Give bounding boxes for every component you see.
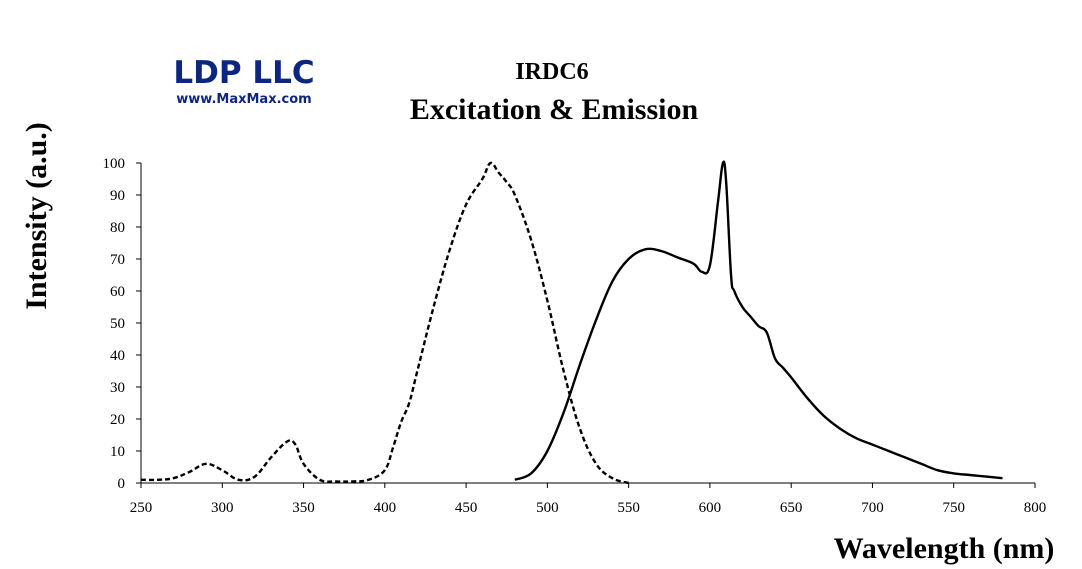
x-tick-label: 300 xyxy=(211,500,234,516)
y-tick-label: 90 xyxy=(110,188,125,204)
y-tick-label: 100 xyxy=(103,156,126,172)
series-line-dashed xyxy=(140,161,629,485)
logo: LDP LLC www.MaxMax.com xyxy=(173,55,314,107)
y-tick-label: 70 xyxy=(110,252,125,268)
x-tick-label: 400 xyxy=(374,500,397,516)
plot-area xyxy=(140,160,1003,485)
y-tick-label: 30 xyxy=(110,380,125,396)
y-tick-label: 80 xyxy=(110,220,125,236)
y-axis-title: Intensity (a.u.) xyxy=(20,122,53,310)
series-line-solid xyxy=(514,160,1003,481)
logo-name: LDP LLC xyxy=(173,55,314,91)
x-tick-label: 350 xyxy=(292,500,315,516)
y-tick-label: 60 xyxy=(110,284,125,300)
x-tick-label: 800 xyxy=(1024,500,1047,516)
x-tick-label: 750 xyxy=(942,500,965,516)
logo-url: www.MaxMax.com xyxy=(176,92,311,107)
x-tick-label: 600 xyxy=(699,500,722,516)
x-tick-label: 250 xyxy=(130,500,153,516)
chart-title: IRDC6 xyxy=(515,59,588,85)
y-tick-label: 20 xyxy=(110,412,125,428)
x-tick-label: 500 xyxy=(536,500,559,516)
x-tick-label: 550 xyxy=(617,500,640,516)
x-tick-label: 650 xyxy=(780,500,803,516)
y-tick-label: 50 xyxy=(110,316,125,332)
y-tick-label: 40 xyxy=(110,348,125,364)
x-axis-ticks: 250 300 350 400 450 500 550 600 650 700 750 800 xyxy=(130,483,1047,516)
chart-subtitle: Excitation & Emission xyxy=(410,93,699,126)
y-tick-label: 0 xyxy=(118,476,126,492)
y-tick-label: 10 xyxy=(110,444,125,460)
x-axis-title: Wavelength (nm) xyxy=(834,532,1055,565)
x-tick-label: 450 xyxy=(455,500,478,516)
y-axis-ticks: 0 10 20 30 40 50 60 70 80 90 100 xyxy=(103,156,141,492)
x-tick-label: 700 xyxy=(861,500,884,516)
